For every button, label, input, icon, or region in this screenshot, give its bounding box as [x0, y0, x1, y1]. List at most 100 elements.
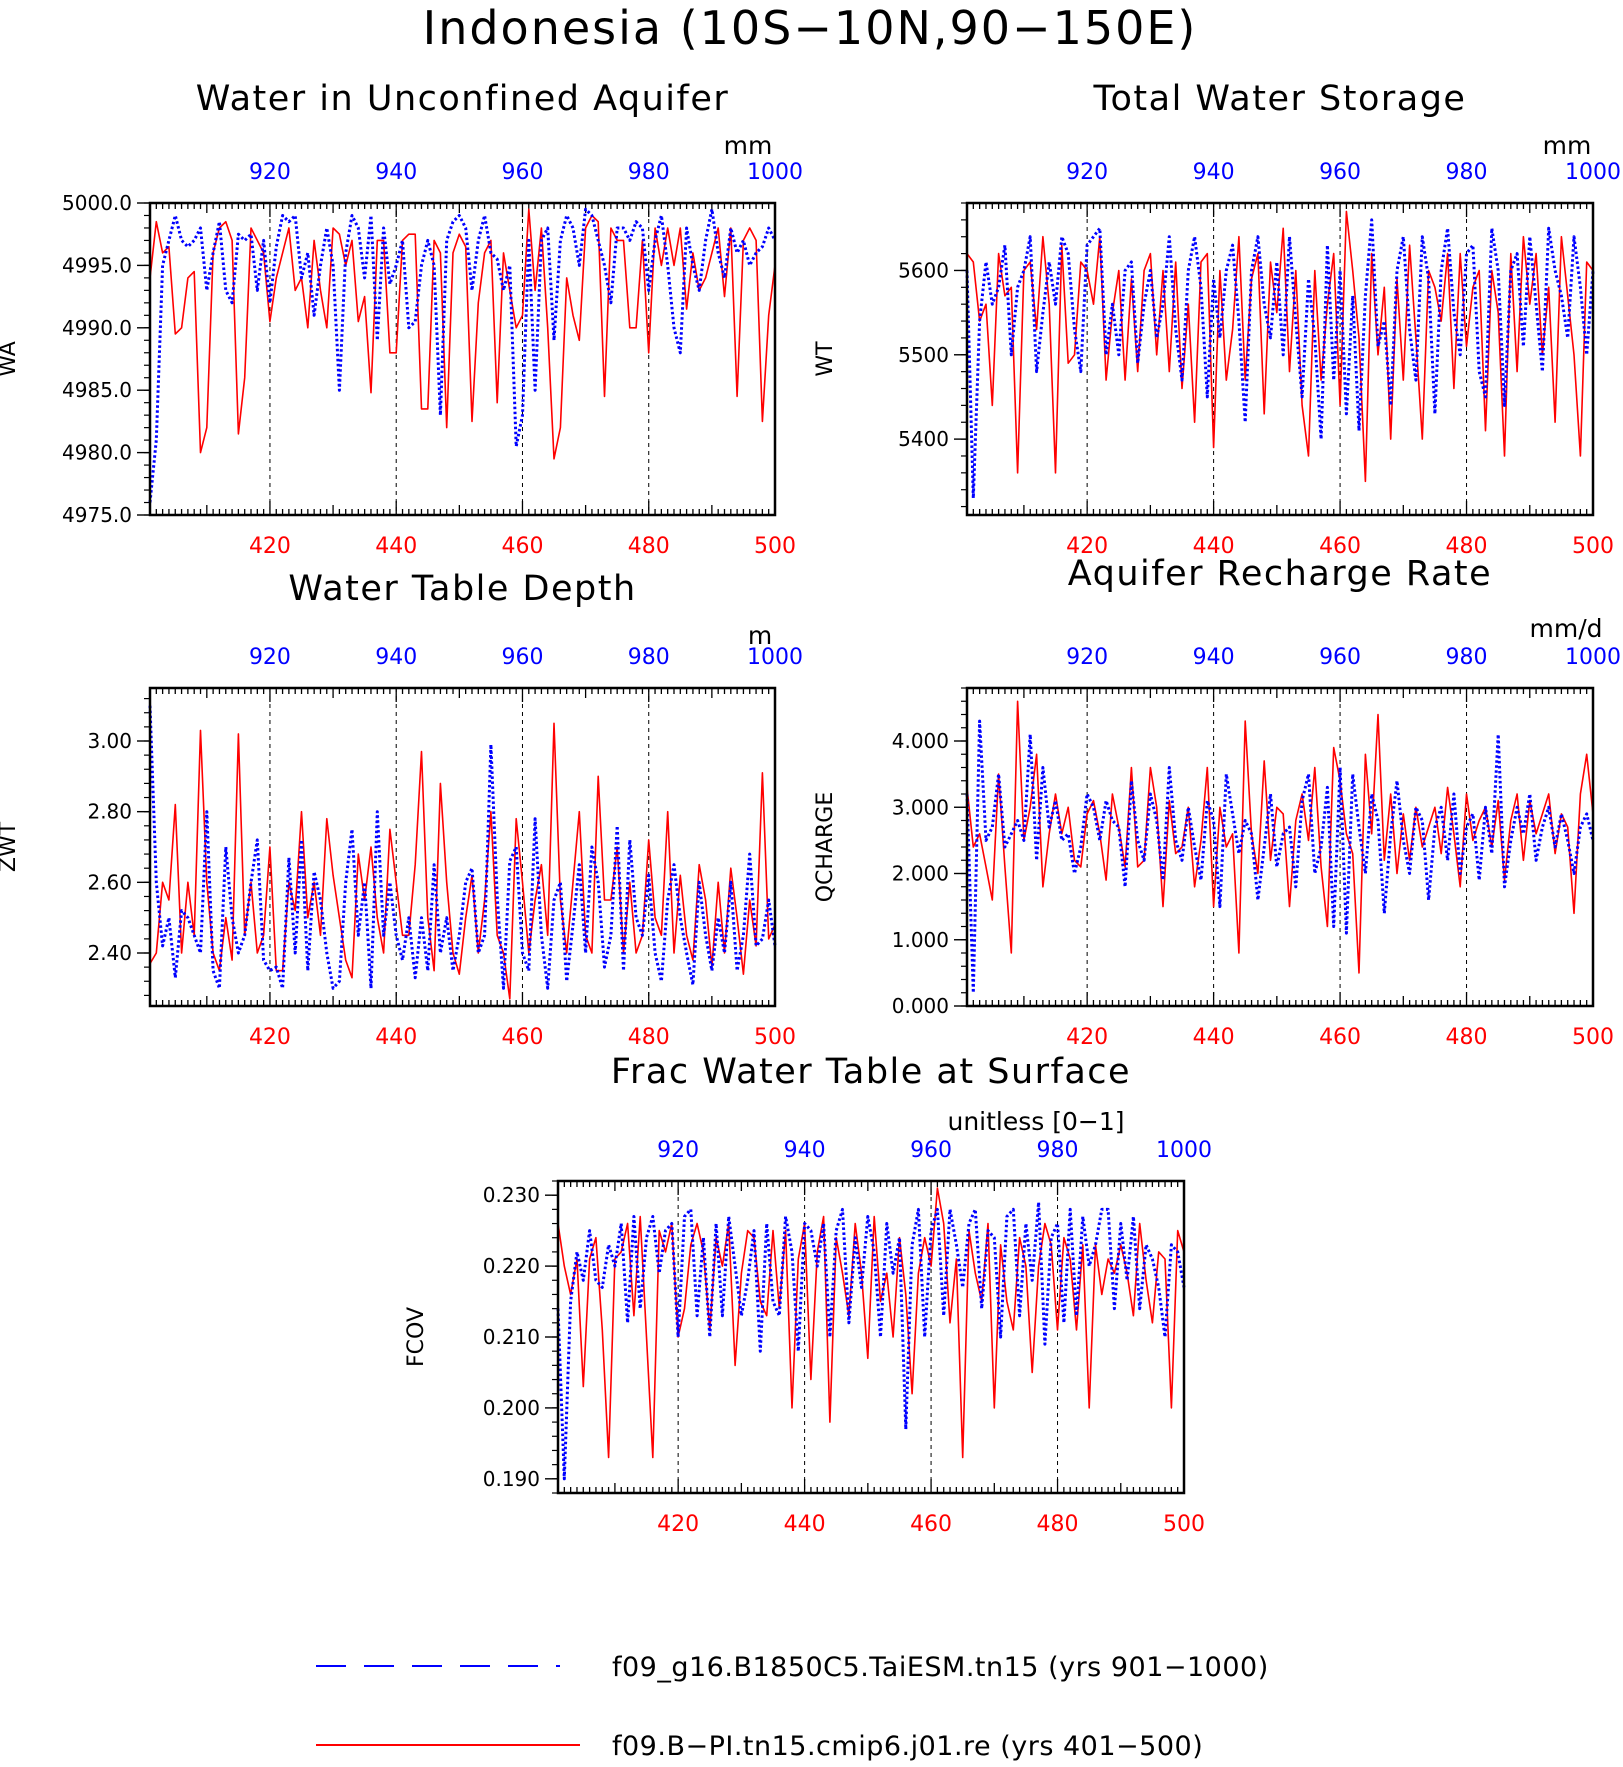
y-tick-label: 4980.0	[62, 441, 132, 465]
x-tick-label-top: 940	[375, 160, 417, 185]
x-tick-label-top: 1000	[747, 160, 803, 185]
x-tick-label-bottom: 420	[249, 1025, 291, 1050]
x-tick-label-bottom: 500	[754, 534, 796, 559]
panel-title: Water in Unconfined Aquifer	[196, 79, 730, 119]
y-tick-label: 3.00	[87, 729, 132, 753]
chart-panel-5: Frac Water Table at Surface unitless [0−1…	[404, 1052, 1212, 1537]
x-tick-label-bottom: 460	[1319, 1025, 1361, 1050]
plot-frame	[556, 1179, 1186, 1495]
y-axis-label: ZWT	[0, 821, 21, 872]
chart-panel-3: Water Table Depth m ZWT 2.40 2.60 2.80 3.00 420…	[0, 569, 803, 1050]
x-tick-label-top: 920	[1066, 645, 1108, 670]
plot-frame	[965, 686, 1595, 1008]
x-tick-label-bottom: 460	[910, 1512, 952, 1537]
x-tick-label-top: 940	[784, 1138, 826, 1163]
y-tick-label: 2.000	[892, 862, 949, 886]
legend-label-red: f09.B−PI.tn15.cmip6.j01.re (yrs 401−500)	[612, 1731, 1203, 1762]
x-tick-label-top: 980	[1446, 160, 1488, 185]
y-tick-label: 4995.0	[62, 253, 132, 277]
plot-frame	[965, 201, 1595, 517]
panel-title: Frac Water Table at Surface	[611, 1052, 1131, 1092]
x-tick-label-top: 960	[501, 160, 543, 185]
x-tick-label-bottom: 500	[754, 1025, 796, 1050]
y-tick-label: 5000.0	[62, 191, 132, 215]
series-line-blue	[965, 719, 1595, 995]
panel-title: Aquifer Recharge Rate	[1068, 554, 1492, 594]
x-tick-label-bottom: 460	[1319, 534, 1361, 559]
figure-title: Indonesia (10S−10N,90−150E)	[423, 1, 1198, 55]
panel-title: Water Table Depth	[288, 569, 636, 609]
y-tick-label: 2.40	[87, 941, 132, 965]
x-tick-label-top: 920	[249, 160, 291, 185]
x-tick-label-bottom: 480	[628, 534, 670, 559]
y-tick-label: 4990.0	[62, 316, 132, 340]
y-tick-label: 4985.0	[62, 378, 132, 402]
x-tick-label-top: 1000	[1156, 1138, 1212, 1163]
x-tick-label-top: 1000	[1565, 160, 1621, 185]
x-tick-label-top: 920	[249, 645, 291, 670]
x-tick-label-bottom: 500	[1163, 1512, 1205, 1537]
units-label: unitless [0−1]	[947, 1107, 1124, 1136]
x-tick-label-top: 1000	[747, 645, 803, 670]
x-tick-label-bottom: 440	[375, 534, 417, 559]
panels: Water in Unconfined Aquifer mm WA 4975.0 498…	[0, 79, 1621, 1537]
y-tick-label: 0.210	[483, 1325, 540, 1349]
x-tick-label-bottom: 500	[1572, 534, 1614, 559]
plot-frame	[148, 686, 777, 1008]
x-tick-label-top: 920	[657, 1138, 699, 1163]
units-label: mm/d	[1530, 614, 1603, 643]
x-tick-label-top: 1000	[1565, 645, 1621, 670]
x-tick-label-top: 980	[628, 160, 670, 185]
y-tick-label: 0.230	[483, 1183, 540, 1207]
x-tick-label-top: 920	[1066, 160, 1108, 185]
series-line-red	[966, 210, 1594, 483]
x-tick-label-bottom: 420	[657, 1512, 699, 1537]
x-tick-label-top: 980	[1037, 1138, 1079, 1163]
y-tick-label: 0.220	[483, 1254, 540, 1278]
y-tick-label: 5400	[898, 427, 949, 451]
y-tick-label: 3.000	[892, 795, 949, 819]
series-line-red	[557, 1187, 1185, 1459]
x-tick-label-bottom: 480	[1037, 1512, 1079, 1537]
x-tick-label-bottom: 460	[501, 1025, 543, 1050]
x-tick-label-top: 960	[910, 1138, 952, 1163]
units-label: mm	[1543, 131, 1592, 160]
x-tick-label-top: 960	[1319, 645, 1361, 670]
x-tick-label-top: 980	[628, 645, 670, 670]
x-tick-label-bottom: 440	[784, 1512, 826, 1537]
series-line-red	[149, 208, 776, 460]
y-tick-label: 0.000	[892, 994, 949, 1018]
y-tick-label: 4.000	[892, 729, 949, 753]
x-tick-label-bottom: 440	[375, 1025, 417, 1050]
series-line-red	[149, 722, 776, 1000]
series-line-blue	[556, 1200, 1186, 1481]
x-tick-label-bottom: 480	[628, 1025, 670, 1050]
units-label: mm	[724, 131, 773, 160]
series-line-blue	[148, 705, 777, 990]
x-tick-label-bottom: 500	[1572, 1025, 1614, 1050]
x-tick-label-bottom: 420	[1066, 534, 1108, 559]
y-axis-label: WA	[0, 341, 21, 377]
legend-label-blue: f09_g16.B1850C5.TaiESM.tn15 (yrs 901−100…	[612, 1652, 1269, 1683]
panel-title: Total Water Storage	[1093, 79, 1467, 119]
y-tick-label: 0.190	[483, 1467, 540, 1491]
y-axis-label: WT	[813, 341, 838, 377]
chart-panel-4: Aquifer Recharge Rate mm/d QCHARGE 0.000 1.0…	[813, 554, 1621, 1050]
x-tick-label-bottom: 480	[1446, 534, 1488, 559]
y-tick-label: 1.000	[892, 928, 949, 952]
legend: f09_g16.B1850C5.TaiESM.tn15 (yrs 901−100…	[316, 1652, 1269, 1762]
x-tick-label-top: 940	[1193, 645, 1235, 670]
chart-panel-2: Total Water Storage mm WT 5400 5500 5600 420 44…	[813, 79, 1621, 559]
y-tick-label: 5500	[898, 343, 949, 367]
x-tick-label-bottom: 420	[1066, 1025, 1108, 1050]
x-tick-label-bottom: 420	[249, 534, 291, 559]
y-axis-label: QCHARGE	[813, 792, 838, 903]
y-axis-label: FCOV	[404, 1307, 429, 1367]
x-tick-label-bottom: 480	[1446, 1025, 1488, 1050]
x-tick-label-top: 940	[375, 645, 417, 670]
y-tick-label: 2.80	[87, 800, 132, 824]
x-tick-label-bottom: 440	[1193, 534, 1235, 559]
x-tick-label-top: 960	[501, 645, 543, 670]
y-tick-label: 4975.0	[62, 503, 132, 527]
